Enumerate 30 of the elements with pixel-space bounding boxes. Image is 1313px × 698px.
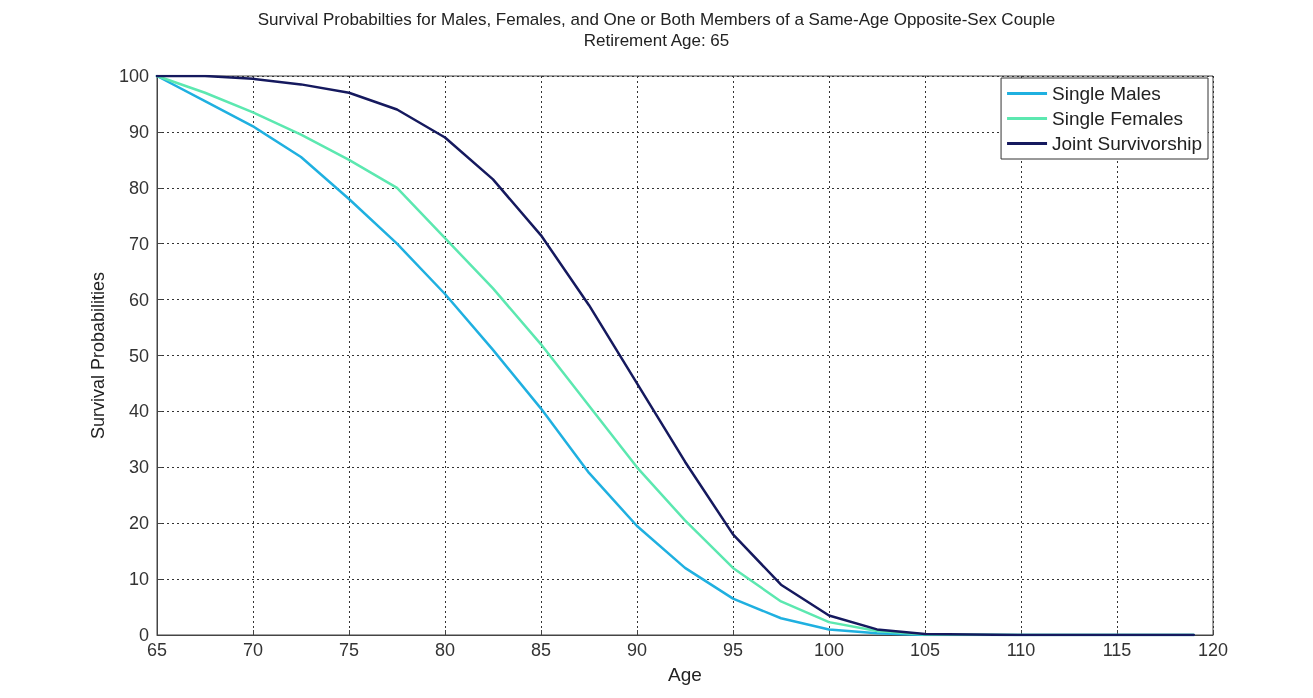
x-tick-label: 75 [338,640,360,660]
x-tick-label: 80 [434,640,456,660]
y-tick-label: 100 [118,66,149,86]
x-tick-label: 120 [1197,640,1229,660]
x-tick-label: 65 [146,640,168,660]
y-tick-label: 90 [128,121,149,142]
legend-label: Single Males [1052,83,1161,104]
x-tick-label: 85 [530,640,552,660]
y-tick-label: 50 [128,345,149,366]
x-tick-label: 90 [626,640,648,660]
y-tick-label: 0 [138,625,149,645]
x-tick-label: 105 [909,640,941,660]
y-tick-label: 70 [128,233,149,254]
y-tick-label: 20 [128,513,149,534]
chart-title: Survival Probabilties for Males, Females, and One or Both Members of a Same-Age Opposite-Sex Couple [257,10,1056,29]
x-tick-label: 110 [1006,640,1036,660]
x-tick-label: 100 [813,640,845,660]
y-tick-label: 30 [128,457,149,478]
y-tick-label: 60 [128,289,149,310]
legend-label: Joint Survivorship [1052,133,1202,154]
chart-subtitle: Retirement Age: 65 [583,31,730,50]
legend-label: Single Females [1052,108,1183,129]
x-tick-label: 70 [242,640,264,660]
y-tick-label: 40 [128,401,149,422]
x-axis-title: Age [668,664,702,685]
x-tick-label: 95 [722,640,744,660]
y-tick-label: 80 [128,177,149,198]
y-axis-title: Survival Probabilities [88,271,108,440]
y-tick-label: 10 [128,569,149,590]
x-tick-label: 115 [1102,640,1132,660]
